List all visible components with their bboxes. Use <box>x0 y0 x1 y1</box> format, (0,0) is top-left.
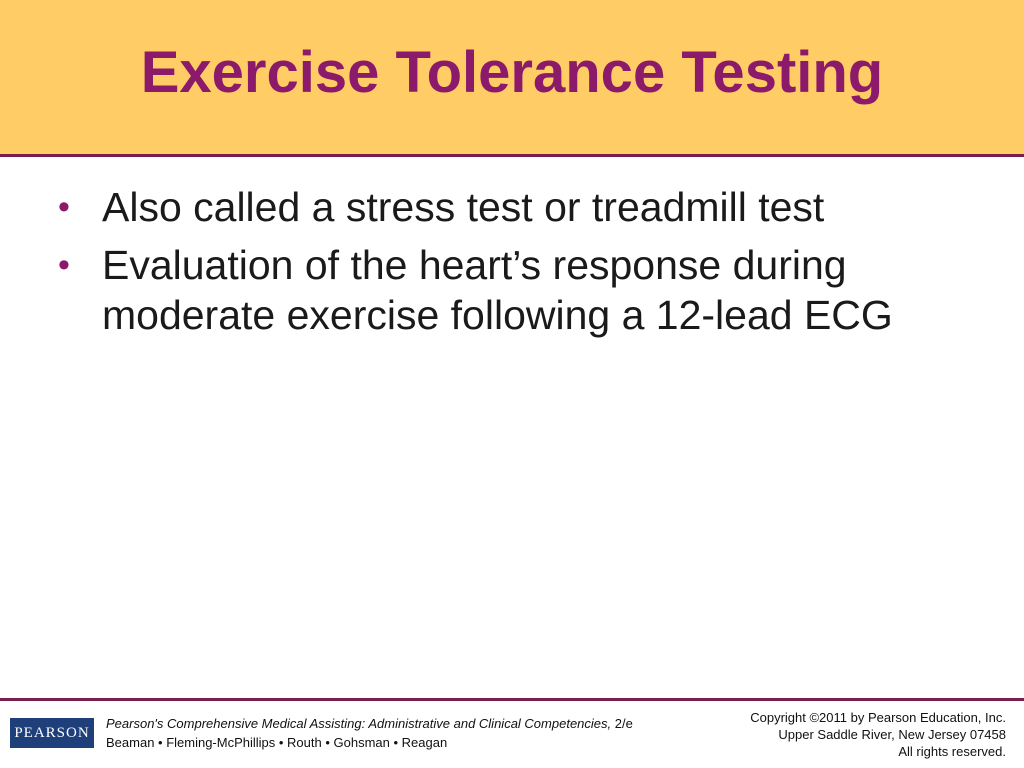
bullet-marker-icon: • <box>58 246 70 284</box>
book-info: Pearson's Comprehensive Medical Assistin… <box>106 714 633 752</box>
book-title: Pearson's Comprehensive Medical Assistin… <box>106 716 612 731</box>
book-edition: 2/e <box>614 716 633 731</box>
bullet-marker-icon: • <box>58 188 70 226</box>
slide-title: Exercise Tolerance Testing <box>140 40 884 105</box>
bullet-text: Evaluation of the heart’s response durin… <box>102 242 893 338</box>
publisher-address: Upper Saddle River, New Jersey 07458 <box>778 727 1006 742</box>
footer-divider <box>0 698 1024 701</box>
copyright-line: Copyright ©2011 by Pearson Education, In… <box>750 710 1006 725</box>
bullet-list: • Also called a stress test or treadmill… <box>58 182 958 348</box>
pearson-logo: PEARSON <box>10 718 94 748</box>
authors: Beaman • Fleming-McPhillips • Routh • Go… <box>106 735 448 750</box>
title-bar <box>0 0 1024 154</box>
bullet-text: Also called a stress test or treadmill t… <box>102 184 825 230</box>
bullet-item: • Also called a stress test or treadmill… <box>58 182 958 232</box>
copyright-notice: Copyright ©2011 by Pearson Education, In… <box>750 709 1006 760</box>
bullet-item: • Evaluation of the heart’s response dur… <box>58 240 958 340</box>
rights-line: All rights reserved. <box>898 744 1006 759</box>
header-divider <box>0 154 1024 157</box>
